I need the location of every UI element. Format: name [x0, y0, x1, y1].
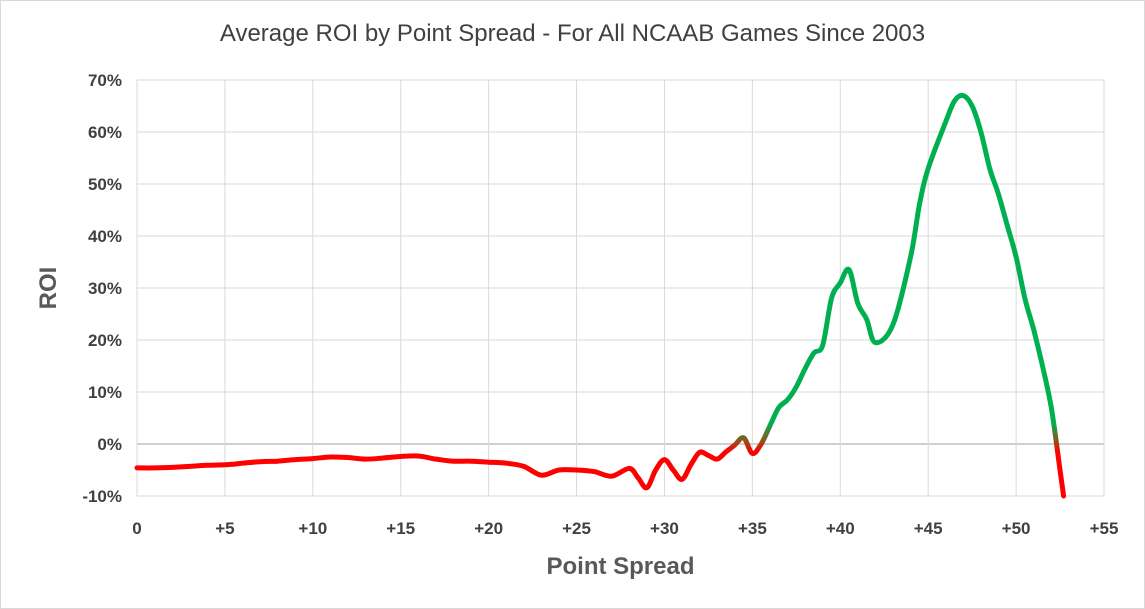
x-tick-label: 0 [132, 519, 141, 538]
x-tick-label: +50 [1002, 519, 1031, 538]
x-tick-label: +35 [738, 519, 767, 538]
x-tick-label: +40 [826, 519, 855, 538]
y-tick-label: 70% [88, 71, 122, 90]
x-tick-label: +5 [215, 519, 234, 538]
roi-series-line [134, 92, 1067, 499]
x-tick-label: +55 [1090, 519, 1119, 538]
x-tick-label: +45 [914, 519, 943, 538]
chart-title: Average ROI by Point Spread - For All NC… [219, 20, 926, 47]
tick-labels: -10% 0% 10% 20% 30% 40% 50% 60% 70% 0 +5 +10 +15 +20 +… [82, 71, 1118, 538]
y-tick-label: 20% [88, 331, 122, 350]
y-axis-title: ROI [35, 267, 62, 310]
x-tick-label: +20 [474, 519, 503, 538]
y-tick-label: 50% [88, 175, 122, 194]
y-tick-label: -10% [82, 487, 122, 506]
x-tick-label: +15 [386, 519, 415, 538]
y-tick-label: 0% [97, 435, 122, 454]
grid-lines [136, 79, 1105, 497]
y-tick-label: 40% [88, 227, 122, 246]
x-tick-label: +30 [650, 519, 679, 538]
series-layer [134, 92, 1067, 499]
x-axis-title: Point Spread [546, 553, 694, 580]
y-tick-label: 30% [88, 279, 122, 298]
x-tick-label: +10 [298, 519, 327, 538]
x-tick-label: +25 [562, 519, 591, 538]
y-tick-label: 60% [88, 123, 122, 142]
y-tick-label: 10% [88, 383, 122, 402]
